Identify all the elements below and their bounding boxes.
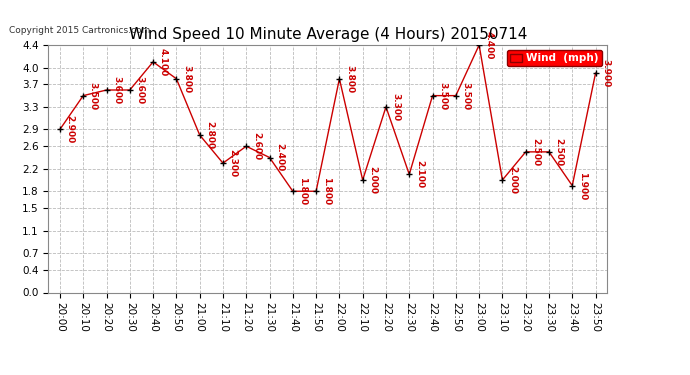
Text: 2.100: 2.100 bbox=[415, 160, 424, 188]
Legend: Wind  (mph): Wind (mph) bbox=[506, 50, 602, 66]
Text: 3.800: 3.800 bbox=[345, 64, 354, 93]
Text: 3.600: 3.600 bbox=[135, 76, 144, 104]
Text: 3.300: 3.300 bbox=[391, 93, 400, 121]
Text: 1.900: 1.900 bbox=[578, 171, 586, 200]
Text: 3.900: 3.900 bbox=[601, 59, 610, 87]
Text: 2.300: 2.300 bbox=[228, 149, 237, 177]
Text: 3.800: 3.800 bbox=[182, 64, 191, 93]
Text: 2.500: 2.500 bbox=[555, 138, 564, 166]
Text: 1.800: 1.800 bbox=[298, 177, 307, 206]
Text: Copyright 2015 Cartronics.com: Copyright 2015 Cartronics.com bbox=[9, 26, 150, 35]
Text: 3.600: 3.600 bbox=[112, 76, 121, 104]
Title: Wind Speed 10 Minute Average (4 Hours) 20150714: Wind Speed 10 Minute Average (4 Hours) 2… bbox=[128, 27, 527, 42]
Text: 2.500: 2.500 bbox=[531, 138, 540, 166]
Text: 2.400: 2.400 bbox=[275, 143, 284, 172]
Text: 2.900: 2.900 bbox=[66, 115, 75, 144]
Text: 2.000: 2.000 bbox=[508, 166, 517, 194]
Text: 4.100: 4.100 bbox=[159, 48, 168, 76]
Text: 2.800: 2.800 bbox=[205, 121, 214, 149]
Text: 2.600: 2.600 bbox=[252, 132, 261, 160]
Text: 4.400: 4.400 bbox=[484, 31, 493, 59]
Text: 3.500: 3.500 bbox=[89, 82, 98, 110]
Text: 3.500: 3.500 bbox=[438, 82, 447, 110]
Text: 3.500: 3.500 bbox=[462, 82, 471, 110]
Text: 1.800: 1.800 bbox=[322, 177, 331, 206]
Text: 2.000: 2.000 bbox=[368, 166, 377, 194]
